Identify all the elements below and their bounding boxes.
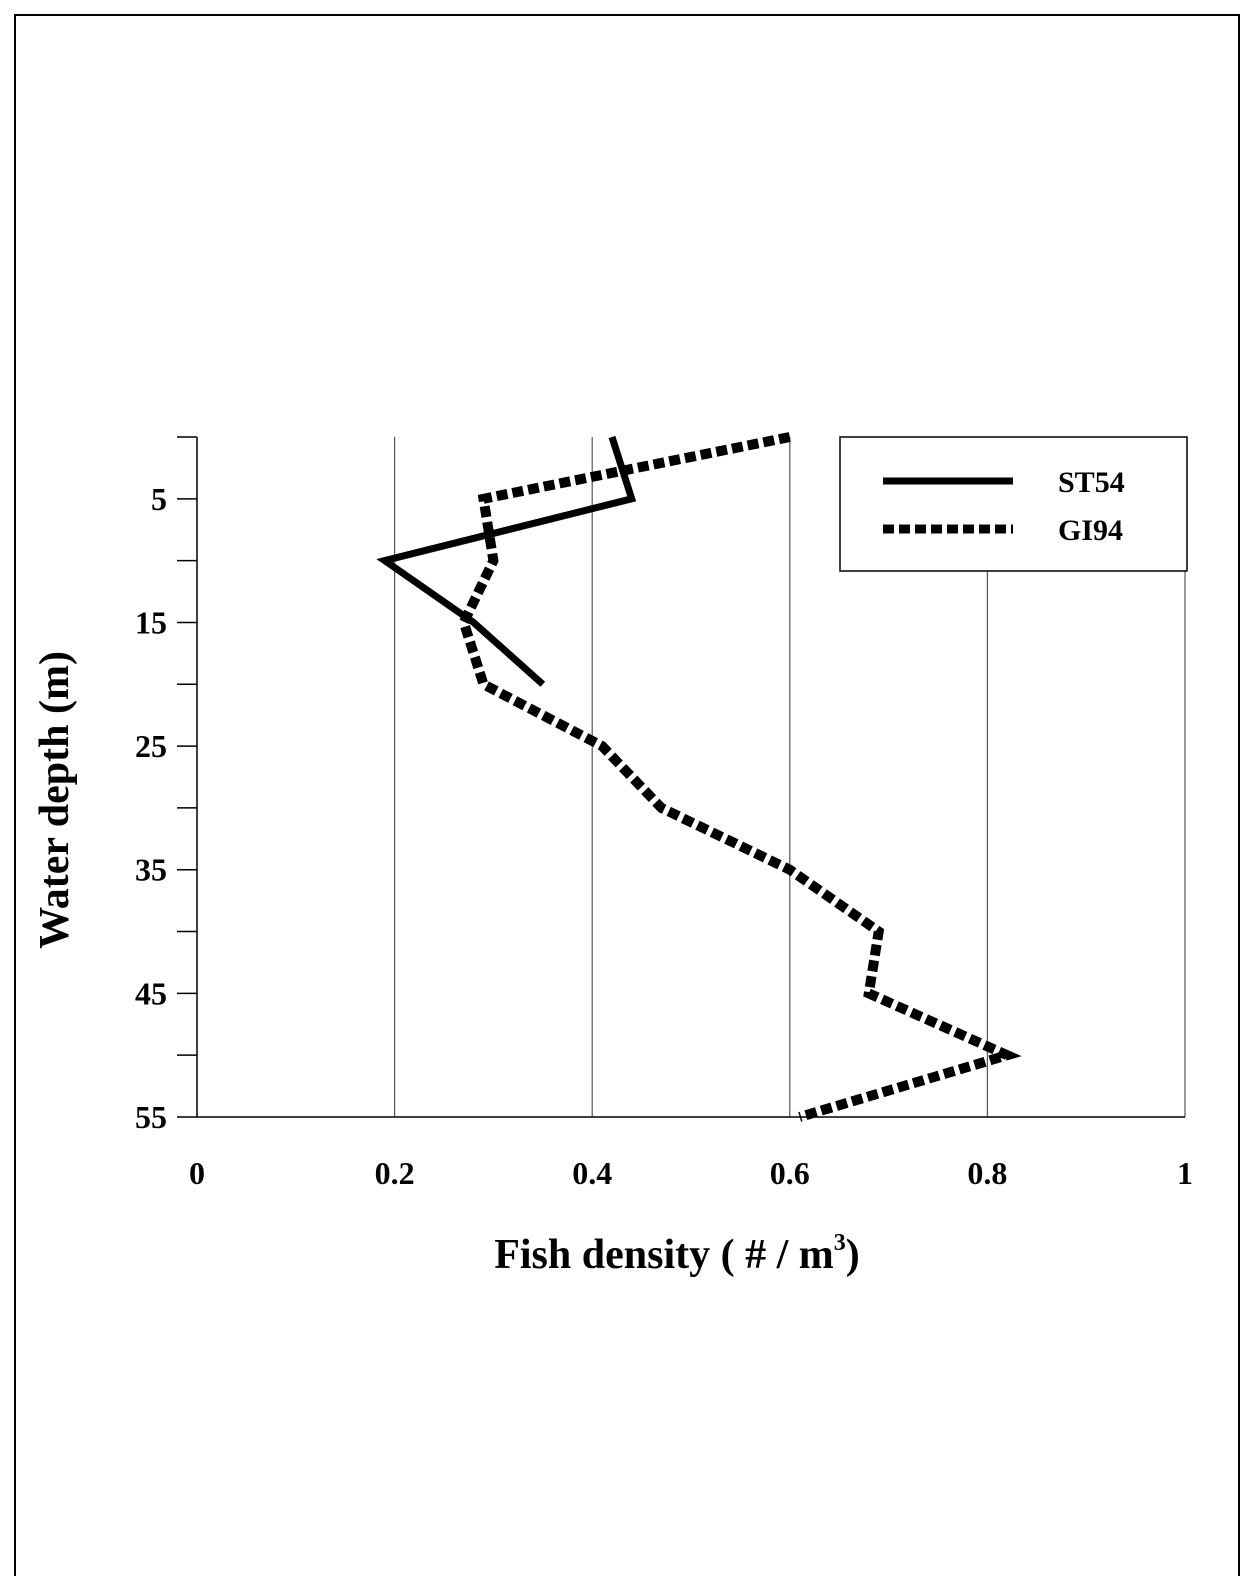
y-tick-label-1: 15 (135, 604, 167, 640)
x-tick-label-2: 0.4 (572, 1155, 612, 1191)
legend-box (839, 436, 1188, 572)
x-axis-title-main: Fish density ( # / m (494, 1232, 834, 1278)
y-tick-label-4: 45 (135, 975, 167, 1011)
series-line-st54 (376, 435, 637, 687)
legend-label-gi94: GI94 (1058, 514, 1123, 547)
x-axis-title-end: ) (846, 1232, 860, 1278)
y-tick-label-5: 55 (135, 1099, 167, 1135)
y-tick-label-0: 5 (151, 481, 167, 517)
y-tick-label-2: 25 (135, 728, 167, 764)
x-tick-label-1: 0.2 (375, 1155, 415, 1191)
legend-label-st54: ST54 (1058, 466, 1125, 499)
x-tick-label-4: 0.8 (967, 1155, 1007, 1191)
y-axis-title: Water depth (m) (32, 651, 78, 949)
legend: ST54 GI94 (839, 436, 1188, 572)
x-tick-label-0: 0 (189, 1155, 205, 1191)
axis-layer (177, 436, 1185, 1118)
x-tick-label-5: 1 (1177, 1155, 1193, 1191)
y-tick-label-3: 35 (135, 852, 167, 888)
x-axis-title-sup: 3 (834, 1230, 846, 1256)
series-line-gi94 (458, 432, 1022, 1122)
x-axis-title: Fish density ( # / m3) (494, 1230, 860, 1278)
data-point-gi94-3 (463, 622, 464, 623)
series-layer (376, 432, 1022, 1122)
figure-frame (14, 14, 1240, 1576)
x-tick-label-3: 0.6 (770, 1155, 810, 1191)
data-point-gi94-4 (483, 684, 484, 685)
tick-labels: 5 15 25 35 45 55 0 0.2 0.4 0.6 0.8 1 (135, 481, 1193, 1191)
